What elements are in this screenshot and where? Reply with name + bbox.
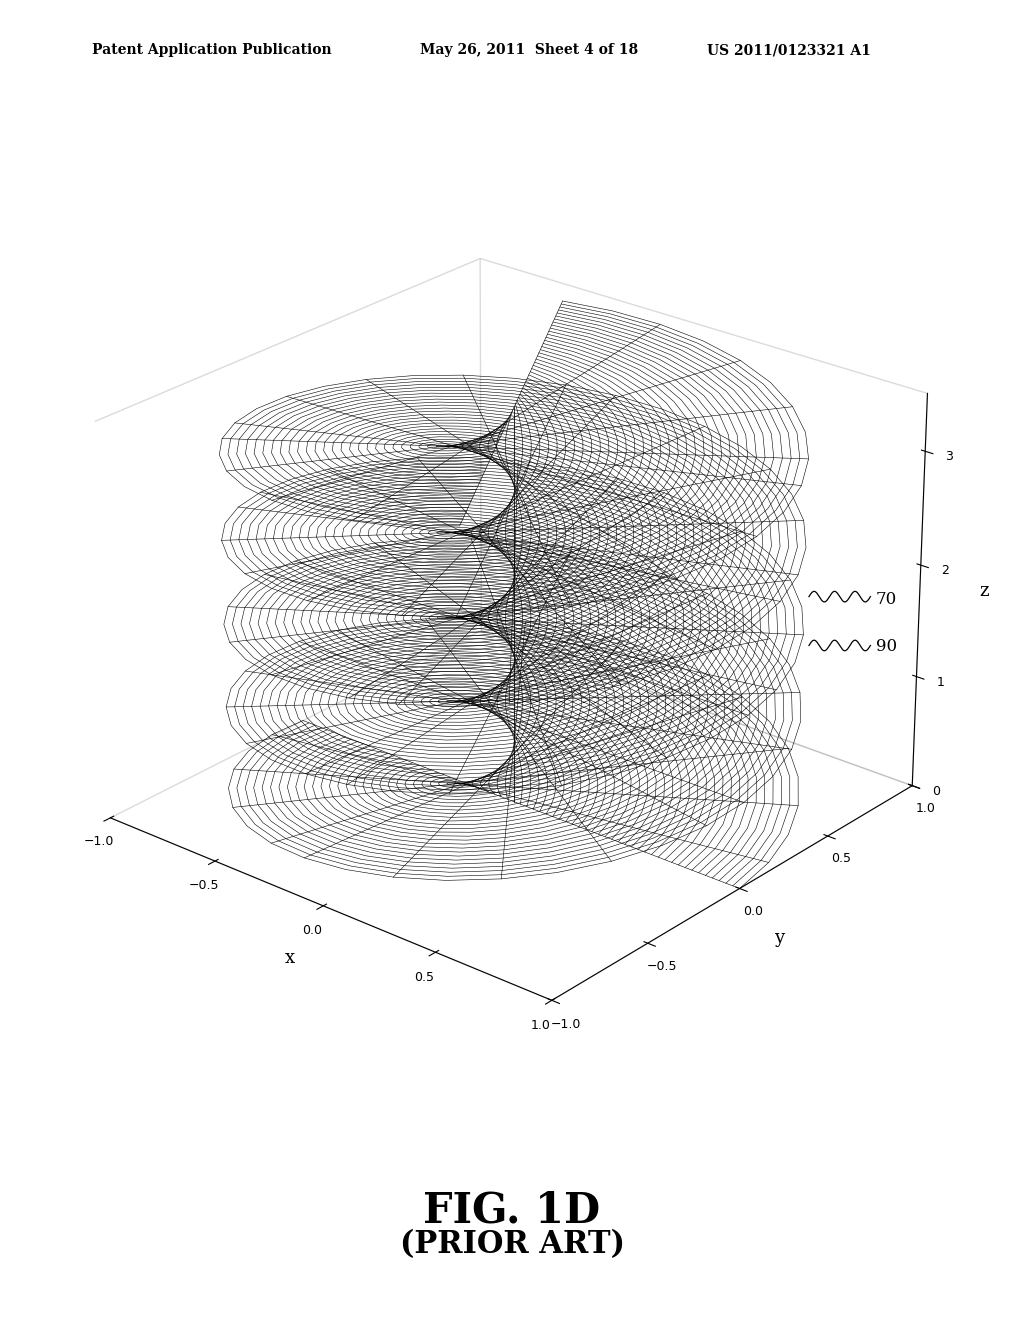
Text: 70: 70	[876, 591, 897, 607]
Text: May 26, 2011  Sheet 4 of 18: May 26, 2011 Sheet 4 of 18	[420, 44, 638, 57]
Y-axis label: y: y	[774, 928, 784, 946]
Text: FIG. 1D: FIG. 1D	[424, 1189, 600, 1232]
Text: 90: 90	[876, 639, 897, 655]
Text: (PRIOR ART): (PRIOR ART)	[399, 1229, 625, 1261]
Text: Patent Application Publication: Patent Application Publication	[92, 44, 332, 57]
Text: US 2011/0123321 A1: US 2011/0123321 A1	[707, 44, 870, 57]
X-axis label: x: x	[285, 949, 295, 968]
